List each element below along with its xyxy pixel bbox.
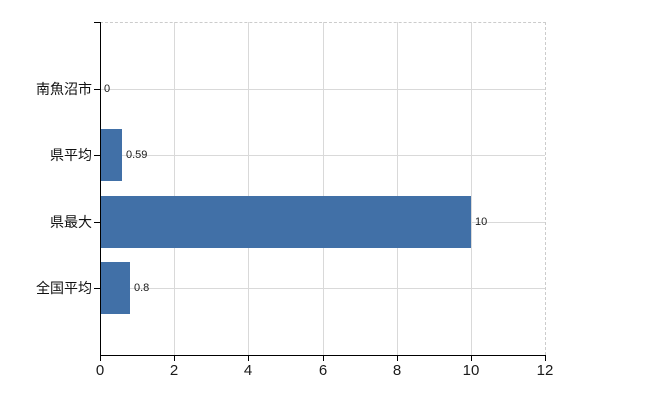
gridline-vertical bbox=[322, 22, 324, 355]
bar-value-label: 10 bbox=[475, 216, 488, 228]
plot-border-right bbox=[545, 22, 546, 355]
x-axis-tick-label: 2 bbox=[169, 362, 179, 379]
y-axis-end-tick bbox=[94, 22, 100, 23]
x-axis-tick bbox=[248, 355, 249, 361]
y-axis-line bbox=[100, 22, 101, 361]
x-axis-tick bbox=[100, 355, 101, 361]
x-axis-tick bbox=[471, 355, 472, 361]
gridline-horizontal bbox=[100, 155, 545, 156]
x-axis-tick-label: 4 bbox=[243, 362, 253, 379]
plot-border-top bbox=[100, 22, 546, 23]
x-axis-tick-label: 12 bbox=[536, 362, 554, 379]
x-axis-tick bbox=[545, 355, 546, 361]
y-axis-tick bbox=[94, 288, 100, 289]
x-axis-tick bbox=[323, 355, 324, 361]
x-axis-tick bbox=[174, 355, 175, 361]
gridline-vertical bbox=[248, 22, 250, 355]
x-axis-tick-label: 8 bbox=[392, 362, 402, 379]
y-axis-tick bbox=[94, 89, 100, 90]
x-axis-tick-label: 6 bbox=[318, 362, 328, 379]
category-label: 県平均 bbox=[50, 147, 92, 163]
bar-value-label: 0.8 bbox=[134, 282, 150, 294]
gridline-vertical bbox=[470, 22, 472, 355]
x-axis-tick-label: 0 bbox=[95, 362, 105, 379]
category-label: 全国平均 bbox=[36, 280, 92, 296]
bar bbox=[100, 262, 130, 314]
category-label: 県最大 bbox=[50, 214, 92, 230]
x-axis-tick-label: 10 bbox=[462, 362, 480, 379]
bar-value-label: 0 bbox=[104, 83, 111, 95]
bar bbox=[100, 129, 122, 181]
bar bbox=[100, 196, 471, 248]
gridline-horizontal bbox=[100, 89, 545, 90]
gridline-vertical bbox=[396, 22, 398, 355]
y-axis-tick bbox=[94, 222, 100, 223]
plot-area: 0 0.59 10 0.8 bbox=[100, 22, 545, 355]
y-axis-tick bbox=[94, 155, 100, 156]
x-axis-tick bbox=[397, 355, 398, 361]
gridline-horizontal bbox=[100, 288, 545, 289]
bar-value-label: 0.59 bbox=[126, 149, 148, 161]
gridline-vertical bbox=[174, 22, 176, 355]
category-label: 南魚沼市 bbox=[36, 81, 92, 97]
